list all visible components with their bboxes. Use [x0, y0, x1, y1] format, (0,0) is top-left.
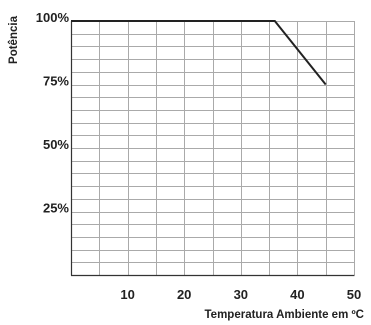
x-tick-label: 50: [347, 287, 361, 302]
x-axis-title: Temperatura Ambiente em ºC: [205, 309, 365, 321]
grid-layer: [71, 21, 355, 275]
y-tick-label: 75%: [43, 74, 69, 89]
y-tick-label: 50%: [43, 137, 69, 152]
x-tick-label: 10: [120, 287, 134, 302]
axis-layer: [70, 21, 355, 277]
x-tick-label: 40: [290, 287, 304, 302]
series-layer: [71, 20, 327, 86]
y-tick-label: 25%: [43, 201, 69, 216]
y-tick-label: 100%: [36, 10, 70, 25]
series-line-1: [71, 20, 327, 86]
x-tick-label: 20: [177, 287, 191, 302]
x-tick-label: 30: [234, 287, 248, 302]
y-axis-title: Potência: [8, 15, 20, 64]
label-layer: 25% 50% 75% 100% 10 20 30 40 50 Temperatura Ambie…: [8, 10, 364, 321]
